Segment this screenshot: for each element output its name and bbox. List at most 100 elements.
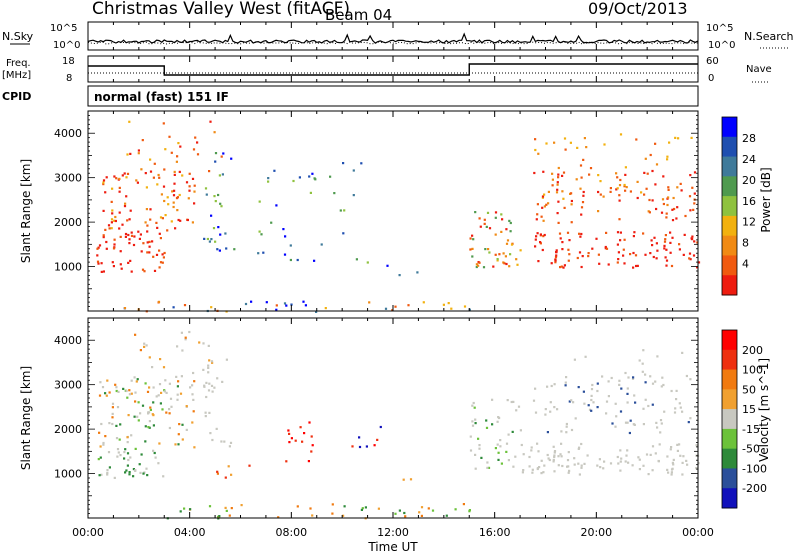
noise-left-tick-bottom: 10^0 [53, 40, 80, 51]
heatmap-cell [663, 244, 666, 247]
heatmap-cell [308, 175, 311, 178]
heatmap-cell [671, 208, 674, 211]
heatmap-cell [450, 307, 453, 310]
heatmap-cell [296, 505, 299, 508]
heatmap-cell [668, 141, 671, 144]
colorbar-tick-label: 15 [742, 403, 756, 416]
heatmap-cell [151, 413, 154, 416]
heatmap-cell [123, 205, 127, 208]
velocity-y-axis-label: Slant Range [km] [19, 366, 33, 470]
heatmap-cell [496, 420, 499, 423]
heatmap-cell [624, 421, 628, 424]
heatmap-cell [333, 192, 336, 195]
heatmap-cell [309, 507, 312, 510]
colorbar-tick-label: 4 [742, 258, 749, 271]
heatmap-cell [552, 445, 555, 448]
heatmap-cell [116, 406, 120, 409]
heatmap-cell [472, 238, 475, 241]
heatmap-cell [510, 243, 514, 246]
heatmap-cell [626, 392, 629, 395]
heatmap-cell [420, 514, 423, 517]
heatmap-cell [515, 258, 518, 261]
colorbar-segment [722, 156, 737, 177]
heatmap-cell [161, 253, 164, 256]
heatmap-cell [156, 183, 159, 186]
heatmap-cell [315, 310, 318, 313]
heatmap-cell [597, 190, 600, 194]
heatmap-cell [494, 447, 497, 450]
heatmap-cell [641, 370, 644, 373]
heatmap-cell [189, 386, 192, 389]
heatmap-cell [224, 232, 227, 235]
heatmap-cell [152, 176, 155, 179]
heatmap-cell [643, 193, 646, 196]
heatmap-cell [104, 435, 107, 438]
heatmap-cell [602, 195, 605, 198]
heatmap-cell [220, 440, 223, 443]
heatmap-cell [102, 236, 105, 239]
heatmap-cell [127, 414, 130, 417]
heatmap-cell [561, 190, 564, 193]
heatmap-cell [121, 223, 124, 226]
heatmap-cell [167, 203, 170, 206]
heatmap-cell [360, 508, 363, 511]
heatmap-cell [144, 440, 147, 443]
heatmap-cell [418, 511, 421, 514]
heatmap-cell [536, 442, 539, 445]
heatmap-cell [485, 426, 489, 429]
heatmap-cell [113, 476, 116, 479]
heatmap-cell [566, 459, 570, 462]
heatmap-cell [110, 227, 113, 230]
noise-right-tick-top: 10^5 [706, 23, 733, 34]
heatmap-cell [567, 465, 570, 468]
heatmap-cell [184, 338, 187, 341]
heatmap-cell [577, 462, 580, 465]
heatmap-cell [648, 198, 651, 202]
colorbar-tick-label: 16 [742, 195, 756, 208]
heatmap-cell [420, 506, 424, 509]
heatmap-cell [225, 358, 228, 361]
heatmap-cell [102, 181, 105, 184]
heatmap-cell [584, 355, 587, 358]
heatmap-cell [289, 244, 292, 247]
heatmap-cell [655, 242, 658, 245]
colorbar-segment [722, 488, 737, 509]
heatmap-cell [505, 262, 508, 266]
heatmap-cell [689, 378, 692, 381]
heatmap-cell [619, 178, 622, 182]
heatmap-cell [161, 261, 164, 264]
x-tick-label: 00:00 [72, 526, 104, 539]
heatmap-cell [682, 253, 685, 256]
heatmap-cell [207, 371, 210, 374]
heatmap-cell [664, 238, 667, 241]
heatmap-cell [128, 218, 131, 221]
heatmap-cell [478, 261, 481, 264]
colorbar-segment [722, 117, 737, 138]
heatmap-cell [99, 381, 102, 384]
heatmap-cell [573, 457, 576, 460]
frequency-panel: Freq. [MHz] 18 8 60 0 Nave [2, 55, 772, 84]
heatmap-cell [229, 441, 233, 444]
power-y-axis: 1000 2000 3000 4000 [54, 110, 698, 312]
heatmap-cell [616, 187, 619, 190]
heatmap-cell [641, 362, 644, 365]
heatmap-cell [576, 146, 579, 149]
heatmap-cell [139, 471, 142, 474]
heatmap-cell [626, 421, 629, 424]
heatmap-cell [445, 514, 448, 517]
heatmap-cell [564, 381, 567, 384]
heatmap-cell [598, 262, 601, 265]
heatmap-cell [662, 202, 665, 206]
heatmap-cell [176, 385, 179, 388]
heatmap-cell [228, 514, 231, 517]
heatmap-cell [230, 157, 233, 160]
heatmap-cell [126, 219, 129, 222]
heatmap-cell [152, 386, 155, 389]
heatmap-cell [554, 261, 557, 264]
heatmap-cell [582, 194, 585, 197]
heatmap-cell [617, 258, 620, 261]
heatmap-cell [597, 210, 600, 213]
heatmap-cell [149, 170, 153, 173]
heatmap-cell [391, 309, 394, 312]
